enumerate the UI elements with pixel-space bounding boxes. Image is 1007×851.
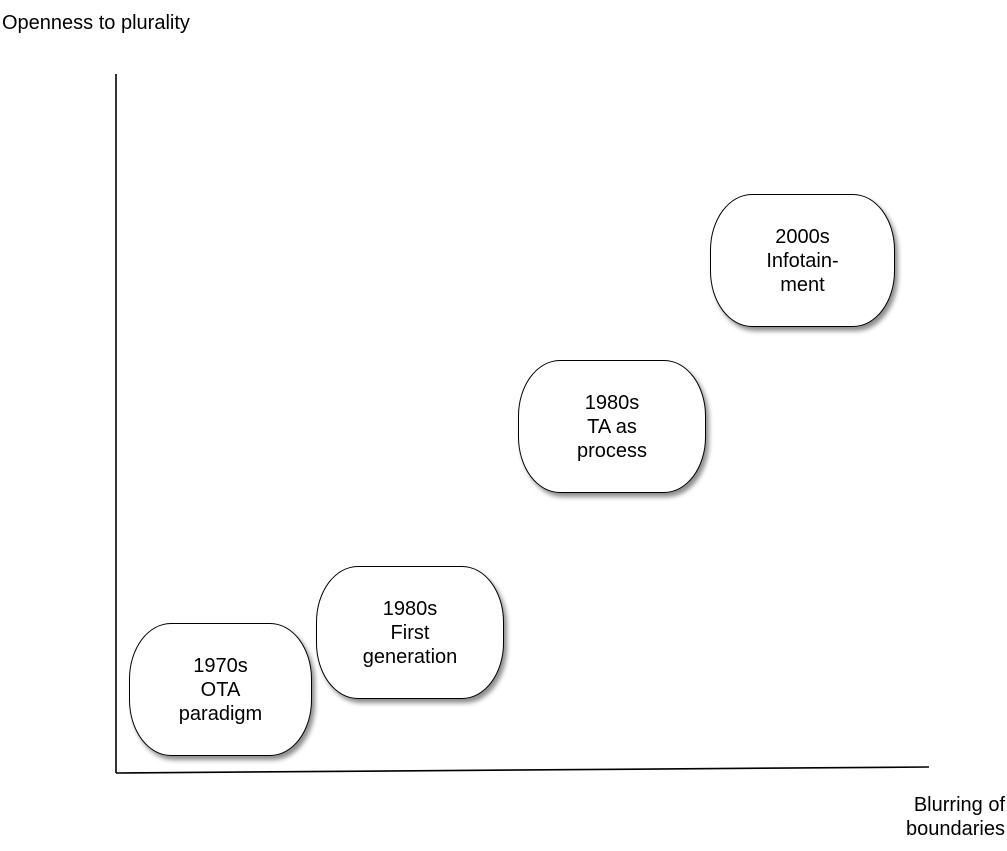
x-axis-label-line2: boundaries: [906, 818, 1005, 840]
node-label-line: TA as: [587, 415, 637, 438]
node-decade: 1980s: [382, 597, 438, 620]
node-label-line: process: [576, 439, 648, 462]
x-axis-line: [115, 766, 930, 774]
node-label-line: ment: [780, 273, 825, 296]
node-decade: 1980s: [584, 391, 640, 414]
node-1980s-ta-as-process: 1980s TA as process: [518, 360, 706, 493]
node-decade: 2000s: [775, 225, 830, 248]
node-2000s-infotainment: 2000s Infotain- ment: [710, 194, 895, 327]
node-1970s-ota-paradigm: 1970s OTA paradigm: [129, 623, 312, 756]
y-axis-label: Openness to plurality: [2, 12, 190, 34]
node-1980s-first-generation: 1980s First generation: [316, 566, 504, 699]
node-label-line: OTA: [200, 678, 241, 701]
node-label-line: paradigm: [178, 702, 263, 725]
node-label-line: generation: [362, 645, 458, 668]
node-decade: 1970s: [193, 654, 248, 677]
x-axis-label-line1: Blurring of: [913, 794, 1005, 816]
node-label-line: First: [390, 621, 430, 644]
x-axis-label: Blurring of boundaries: [845, 793, 1005, 841]
node-label-line: Infotain-: [766, 249, 839, 272]
